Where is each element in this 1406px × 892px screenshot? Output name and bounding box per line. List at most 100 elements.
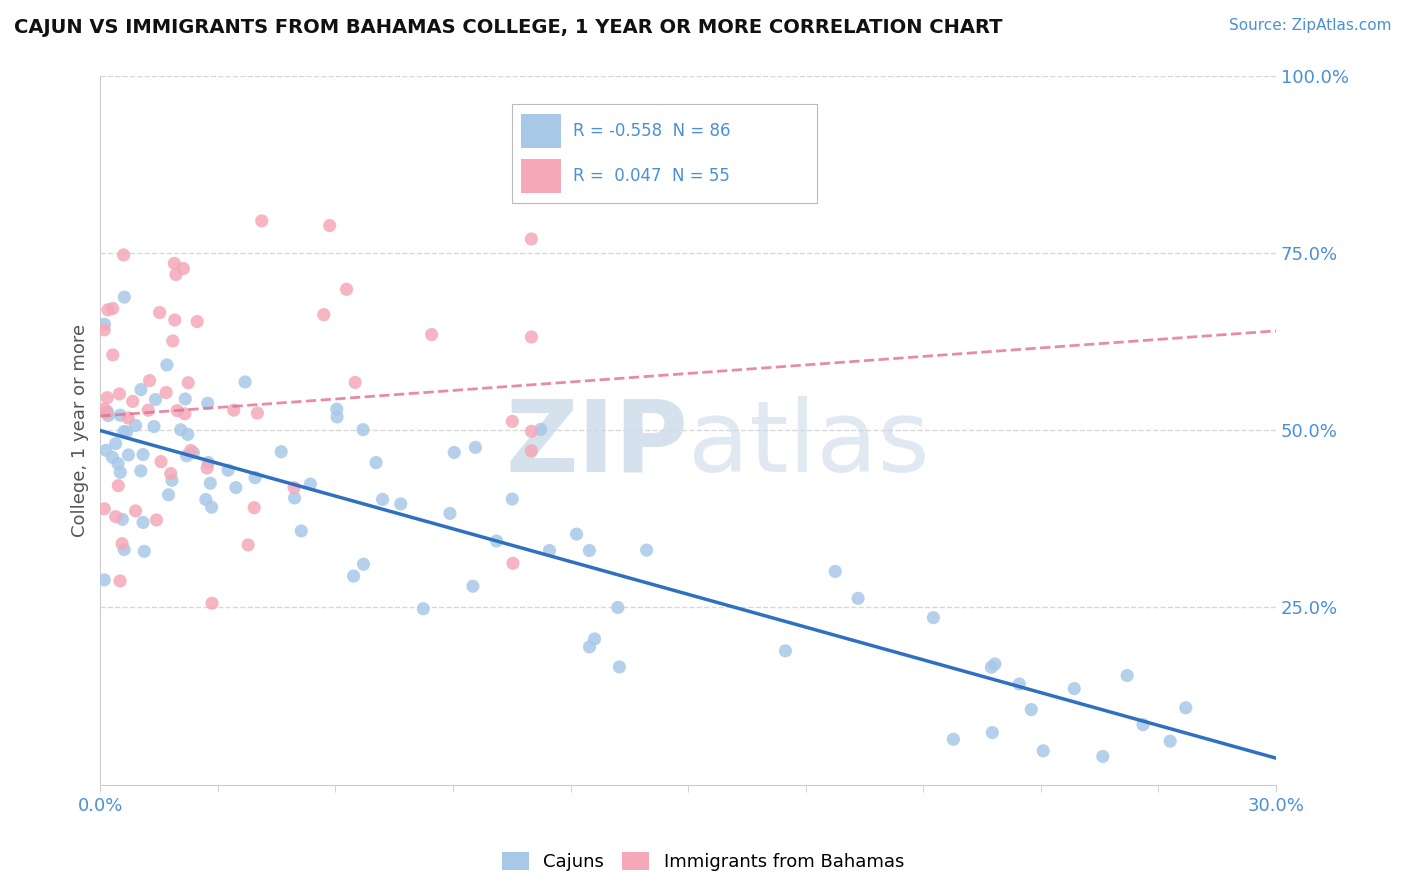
Point [93, 323, 115, 337]
Point [583, 632, 606, 646]
Legend: Cajuns, Immigrants from Bahamas: Cajuns, Immigrants from Bahamas [495, 845, 911, 879]
Y-axis label: College, 1 year or more: College, 1 year or more [72, 324, 89, 537]
Point [97, 302, 120, 317]
Point [170, 423, 193, 437]
Point [155, 385, 177, 400]
Point [121, 394, 143, 409]
Point [1174, 700, 1197, 714]
Point [461, 579, 484, 593]
Point [609, 660, 631, 674]
Point [96, 404, 118, 418]
Point [243, 470, 266, 484]
Point [1019, 702, 1042, 716]
Point [101, 301, 124, 316]
Point [326, 402, 349, 417]
Point [1063, 681, 1085, 696]
Point [93, 501, 115, 516]
Point [197, 396, 219, 410]
Point [104, 436, 127, 450]
Point [180, 443, 202, 458]
Point [145, 392, 167, 407]
Point [412, 601, 434, 615]
Point [112, 290, 135, 304]
Point [117, 411, 139, 425]
Point [159, 467, 181, 481]
Point [565, 527, 588, 541]
Point [145, 513, 167, 527]
Point [636, 543, 658, 558]
Point [110, 408, 132, 422]
Point [166, 403, 188, 417]
Point [846, 591, 869, 606]
Point [270, 444, 292, 458]
Point [132, 448, 155, 462]
Point [389, 497, 412, 511]
Point [578, 640, 600, 654]
Point [186, 314, 208, 328]
Point [942, 732, 965, 747]
Point [246, 406, 269, 420]
Point [520, 181, 543, 195]
Point [233, 375, 256, 389]
Point [115, 425, 138, 439]
Point [149, 305, 172, 319]
Point [353, 558, 375, 572]
Point [162, 334, 184, 348]
Point [443, 445, 465, 459]
Point [108, 387, 131, 401]
Point [243, 500, 266, 515]
Point [134, 544, 156, 558]
Point [111, 512, 134, 526]
Point [502, 556, 524, 570]
Point [110, 466, 132, 480]
Point [93, 573, 115, 587]
Point [96, 391, 118, 405]
Point [520, 425, 543, 439]
Point [101, 348, 124, 362]
Point [107, 457, 129, 471]
Point [157, 488, 180, 502]
Point [1116, 668, 1139, 682]
Point [97, 409, 120, 423]
Point [222, 403, 245, 417]
Point [371, 492, 394, 507]
Text: ZIP: ZIP [505, 396, 688, 492]
Point [439, 507, 461, 521]
Point [984, 657, 1007, 671]
Point [283, 481, 305, 495]
Point [217, 463, 239, 477]
Point [606, 600, 628, 615]
Point [922, 610, 945, 624]
Point [93, 318, 115, 332]
Point [236, 538, 259, 552]
Point [364, 456, 387, 470]
Point [335, 282, 357, 296]
Point [195, 461, 218, 475]
Point [173, 407, 195, 421]
Point [176, 449, 198, 463]
Point [520, 444, 543, 458]
Point [501, 491, 523, 506]
Text: Source: ZipAtlas.com: Source: ZipAtlas.com [1229, 18, 1392, 33]
Point [96, 406, 118, 420]
Point [464, 441, 486, 455]
Point [112, 248, 135, 262]
Point [112, 542, 135, 557]
Point [981, 725, 1004, 739]
Point [138, 374, 160, 388]
Point [312, 308, 335, 322]
Point [284, 491, 307, 505]
Point [824, 565, 846, 579]
Point [318, 219, 340, 233]
Point [136, 403, 159, 417]
Point [1008, 677, 1031, 691]
Point [177, 376, 200, 390]
Point [108, 574, 131, 588]
Point [101, 450, 124, 465]
Point [174, 392, 197, 406]
Point [150, 455, 173, 469]
Point [1091, 749, 1114, 764]
Point [94, 443, 117, 458]
Point [352, 423, 374, 437]
Point [420, 327, 443, 342]
